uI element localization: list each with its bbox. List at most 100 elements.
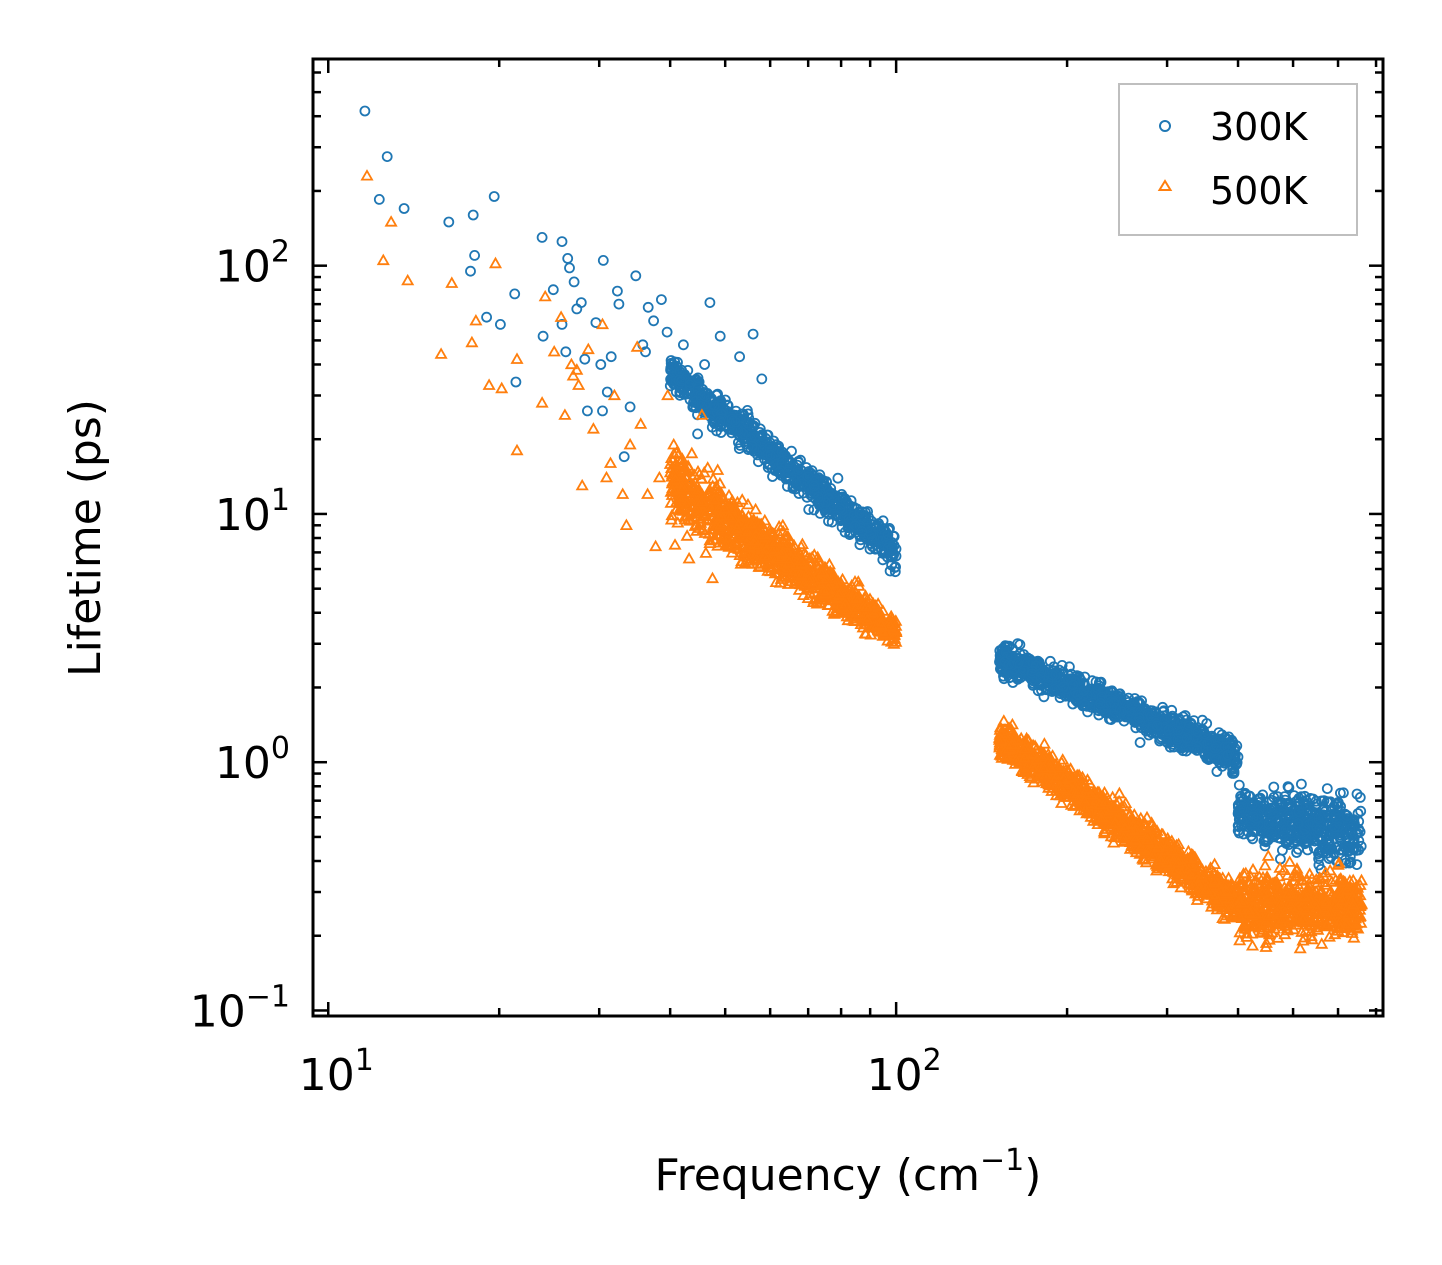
data-point-300k <box>1157 726 1168 738</box>
data-point-300k <box>836 521 848 533</box>
data-point-300k <box>889 566 901 578</box>
data-point-300k <box>494 318 506 330</box>
data-point-300k <box>579 353 591 365</box>
data-point-300k <box>756 429 768 441</box>
data-point-300k <box>765 449 776 461</box>
data-point-300k <box>886 542 898 554</box>
data-point-300k <box>735 415 747 427</box>
data-point-300k <box>488 191 500 202</box>
data-point-300k <box>668 367 680 378</box>
data-point-300k <box>613 298 625 310</box>
data-point-300k <box>762 429 774 441</box>
data-point-300k <box>467 209 479 221</box>
data-point-300k <box>601 386 613 398</box>
data-point-300k <box>547 284 559 296</box>
data-point-300k <box>509 288 521 300</box>
data-point-300k <box>692 428 703 440</box>
data-point-300k <box>691 377 703 389</box>
data-point-300k <box>605 351 617 363</box>
data-point-300k <box>865 528 877 540</box>
data-point-300k <box>624 401 636 413</box>
data-point-300k <box>711 389 722 401</box>
data-point-300k <box>671 360 682 372</box>
data-point-300k <box>733 437 744 448</box>
data-point-300k <box>715 408 727 420</box>
data-point-300k <box>715 404 727 416</box>
data-point-300k <box>618 451 630 463</box>
data-point-300k <box>884 565 896 577</box>
data-point-300k <box>648 315 659 327</box>
data-point-300k <box>373 193 385 205</box>
data-point-300k <box>776 446 788 458</box>
data-point-300k <box>795 454 806 466</box>
data-point-300k <box>756 373 768 385</box>
data-point-300k <box>665 357 677 369</box>
data-point-300k <box>688 400 699 412</box>
data-point-300k <box>684 379 696 391</box>
data-point-300k <box>775 465 786 476</box>
data-point-300k <box>661 326 673 338</box>
data-point-300k <box>802 471 814 483</box>
data-point-300k <box>714 415 726 427</box>
data-point-300k <box>674 365 685 377</box>
data-point-300k <box>640 346 651 358</box>
data-point-300k <box>746 440 758 452</box>
data-point-300k <box>890 550 902 562</box>
data-point-300k <box>714 330 726 342</box>
data-point-300k <box>597 254 609 266</box>
data-point-300k <box>481 311 493 323</box>
data-point-300k <box>803 504 815 515</box>
data-point-300k <box>704 297 716 309</box>
data-point-300k <box>699 359 710 370</box>
data-point-300k <box>656 294 667 306</box>
data-point-300k <box>556 318 568 330</box>
data-point-300k <box>575 297 587 309</box>
data-point-300k <box>678 339 689 351</box>
data-point-300k <box>469 249 481 261</box>
data-point-300k <box>753 456 764 468</box>
data-point-300k <box>443 216 455 228</box>
data-point-300k <box>692 372 704 384</box>
data-point-300k <box>854 507 865 519</box>
data-point-300k <box>813 491 824 503</box>
data-point-300k <box>564 262 575 274</box>
data-point-300k <box>796 470 807 481</box>
data-point-300k <box>642 301 654 313</box>
data-point-300k <box>888 548 899 559</box>
data-point-300k <box>848 521 859 533</box>
data-point-300k <box>683 385 695 396</box>
data-point-300k <box>854 539 866 551</box>
data-point-300k <box>708 400 720 411</box>
data-point-300k <box>595 359 607 370</box>
data-point-300k <box>791 478 802 490</box>
data-point-300k <box>782 454 793 466</box>
data-point-300k <box>808 480 820 492</box>
data-point-300k <box>537 330 549 342</box>
data-point-300k <box>813 498 825 510</box>
data-point-300k <box>854 520 866 532</box>
data-point-300k <box>560 346 572 358</box>
data-point-300k <box>630 270 642 282</box>
data-point-300k <box>849 520 861 532</box>
data-point-300k <box>856 525 868 537</box>
data-point-300k <box>820 496 831 508</box>
data-point-300k <box>848 510 859 521</box>
data-point-300k <box>831 510 842 522</box>
data-point-300k <box>882 529 894 540</box>
data-point-300k <box>734 351 745 363</box>
data-points <box>359 105 1369 954</box>
data-point-300k <box>837 492 848 504</box>
data-point-300k <box>381 151 393 163</box>
data-point-300k <box>792 464 804 476</box>
data-point-300k <box>465 265 476 277</box>
data-point-300k <box>832 472 844 484</box>
data-point-300k <box>536 231 548 243</box>
data-point-300k <box>788 481 799 493</box>
data-point-300k <box>597 405 608 417</box>
data-point-300k <box>568 276 580 288</box>
data-point-300k <box>510 376 522 388</box>
data-point-300k <box>582 405 593 417</box>
data-point-300k <box>879 529 890 540</box>
data-point-300k <box>742 441 754 453</box>
